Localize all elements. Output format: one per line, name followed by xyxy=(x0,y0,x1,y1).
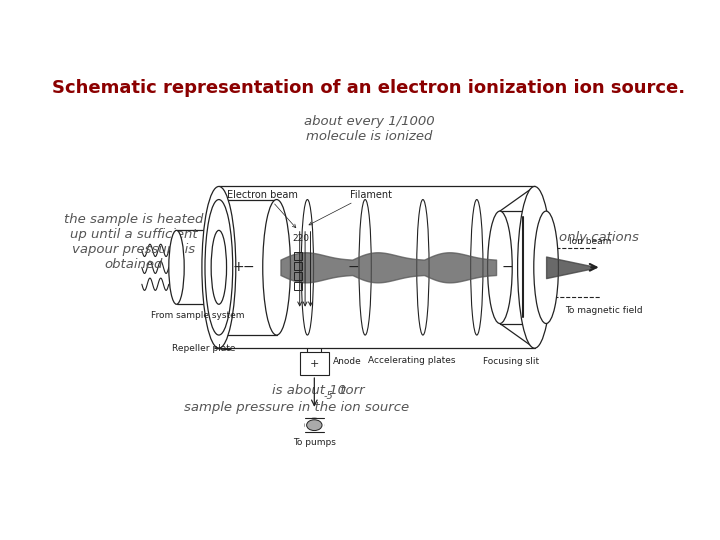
Text: −: − xyxy=(502,260,513,274)
Text: only cations: only cations xyxy=(559,231,639,244)
Text: To magnetic field: To magnetic field xyxy=(564,306,642,315)
Ellipse shape xyxy=(487,211,512,323)
Text: -5: -5 xyxy=(323,391,333,401)
Text: Electron beam: Electron beam xyxy=(228,190,298,200)
Text: about every 1/1000
molecule is ionized: about every 1/1000 molecule is ionized xyxy=(304,115,434,143)
Text: Ion beam: Ion beam xyxy=(570,237,611,246)
Text: 220: 220 xyxy=(292,233,309,242)
Ellipse shape xyxy=(417,200,429,335)
Text: Focusing slit: Focusing slit xyxy=(483,357,539,367)
Bar xyxy=(294,282,302,291)
Bar xyxy=(500,211,546,323)
Bar xyxy=(294,272,302,280)
Bar xyxy=(305,418,323,432)
Ellipse shape xyxy=(305,418,323,432)
Ellipse shape xyxy=(301,200,314,335)
Text: sample pressure in the ion source: sample pressure in the ion source xyxy=(184,401,410,414)
Text: is about 10: is about 10 xyxy=(272,384,346,397)
Ellipse shape xyxy=(359,200,372,335)
Bar xyxy=(294,252,302,260)
Text: Anode: Anode xyxy=(333,357,361,366)
Ellipse shape xyxy=(534,211,559,323)
Ellipse shape xyxy=(518,186,552,348)
Bar xyxy=(219,186,534,348)
Text: +: + xyxy=(310,359,319,369)
Text: +: + xyxy=(233,260,244,274)
Text: the sample is heated
up until a sufficient
vapour pressure is
obtained: the sample is heated up until a sufficie… xyxy=(63,213,203,271)
Ellipse shape xyxy=(205,200,233,335)
Text: Filament: Filament xyxy=(350,190,392,200)
Bar xyxy=(294,262,302,271)
Ellipse shape xyxy=(471,200,483,335)
Text: To pumps: To pumps xyxy=(293,438,336,447)
Text: −: − xyxy=(348,260,359,274)
Ellipse shape xyxy=(263,200,290,335)
Ellipse shape xyxy=(202,186,235,348)
Text: Repeller plate: Repeller plate xyxy=(171,343,235,353)
Text: From sample system: From sample system xyxy=(150,311,244,320)
Text: Accelerating plates: Accelerating plates xyxy=(368,356,455,365)
Text: Schematic representation of an electron ionization ion source.: Schematic representation of an electron … xyxy=(53,79,685,97)
Bar xyxy=(300,352,329,375)
Text: −: − xyxy=(243,260,254,274)
Text: torr: torr xyxy=(336,384,364,397)
Bar xyxy=(219,200,276,335)
Ellipse shape xyxy=(211,231,227,304)
Bar xyxy=(176,231,219,304)
Ellipse shape xyxy=(307,420,322,430)
Ellipse shape xyxy=(168,231,184,304)
